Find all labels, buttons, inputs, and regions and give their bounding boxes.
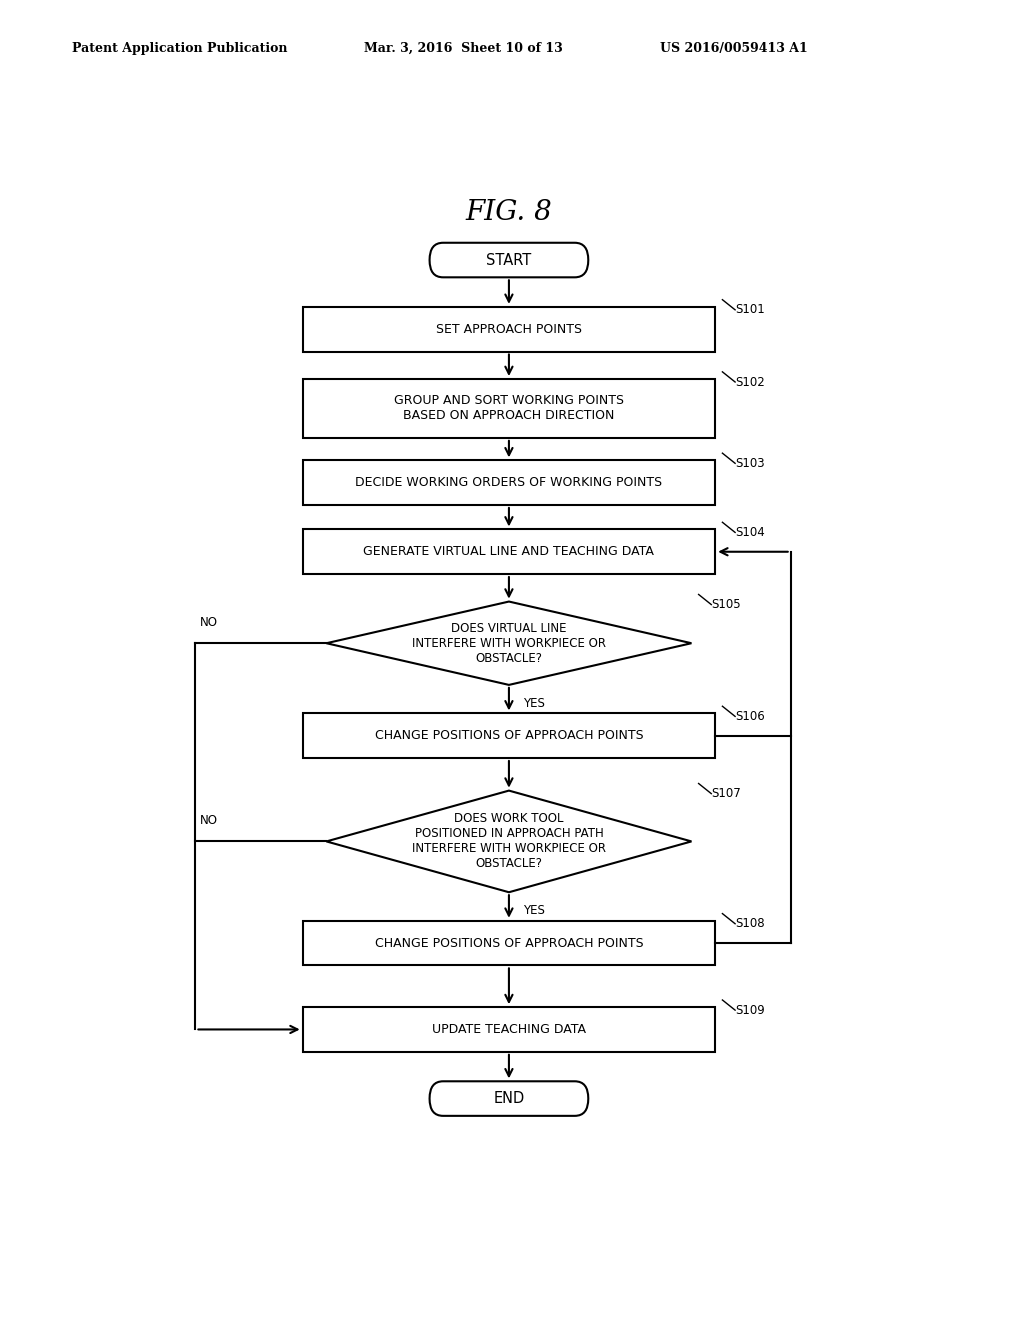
Text: YES: YES [523,697,545,710]
Text: CHANGE POSITIONS OF APPROACH POINTS: CHANGE POSITIONS OF APPROACH POINTS [375,937,643,949]
Text: END: END [494,1092,524,1106]
Text: SET APPROACH POINTS: SET APPROACH POINTS [436,322,582,335]
Text: DOES VIRTUAL LINE
INTERFERE WITH WORKPIECE OR
OBSTACLE?: DOES VIRTUAL LINE INTERFERE WITH WORKPIE… [412,622,606,665]
Text: S102: S102 [735,375,765,388]
FancyBboxPatch shape [430,1081,588,1115]
Text: S105: S105 [712,598,741,611]
Bar [303,461,715,506]
Text: UPDATE TEACHING DATA: UPDATE TEACHING DATA [432,1023,586,1036]
Text: NO: NO [200,814,217,828]
Bar [303,921,715,965]
Text: S108: S108 [735,917,765,931]
Text: S101: S101 [735,304,765,317]
Bar [303,1007,715,1052]
Polygon shape [327,791,691,892]
Text: GROUP AND SORT WORKING POINTS
BASED ON APPROACH DIRECTION: GROUP AND SORT WORKING POINTS BASED ON A… [394,395,624,422]
Text: S104: S104 [735,525,765,539]
Polygon shape [327,602,691,685]
Text: START: START [486,252,531,268]
Text: Mar. 3, 2016  Sheet 10 of 13: Mar. 3, 2016 Sheet 10 of 13 [364,42,562,55]
Text: CHANGE POSITIONS OF APPROACH POINTS: CHANGE POSITIONS OF APPROACH POINTS [375,729,643,742]
Text: US 2016/0059413 A1: US 2016/0059413 A1 [660,42,808,55]
Text: S109: S109 [735,1003,765,1016]
FancyBboxPatch shape [430,243,588,277]
Text: NO: NO [200,616,217,630]
Bar [303,379,715,438]
Text: DOES WORK TOOL
POSITIONED IN APPROACH PATH
INTERFERE WITH WORKPIECE OR
OBSTACLE?: DOES WORK TOOL POSITIONED IN APPROACH PA… [412,812,606,870]
Text: YES: YES [523,904,545,917]
Text: Patent Application Publication: Patent Application Publication [72,42,287,55]
Text: S103: S103 [735,457,765,470]
Bar [303,529,715,574]
Bar [303,306,715,351]
Text: FIG. 8: FIG. 8 [466,199,552,226]
Text: GENERATE VIRTUAL LINE AND TEACHING DATA: GENERATE VIRTUAL LINE AND TEACHING DATA [364,545,654,558]
Text: S107: S107 [712,787,741,800]
Text: S106: S106 [735,710,765,723]
Bar [303,713,715,758]
Text: DECIDE WORKING ORDERS OF WORKING POINTS: DECIDE WORKING ORDERS OF WORKING POINTS [355,477,663,490]
